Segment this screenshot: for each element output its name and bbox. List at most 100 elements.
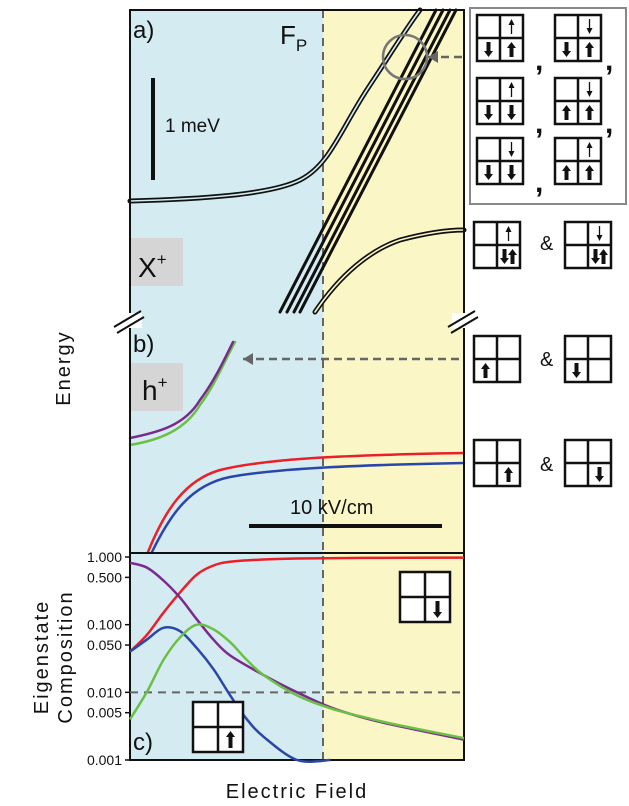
spin-arrow-head bbox=[562, 51, 571, 57]
axis-break-gap-right bbox=[452, 313, 476, 328]
panel-b-label: b) bbox=[133, 331, 154, 358]
ytick-label: 1.000 bbox=[87, 549, 122, 565]
separator-comma: , bbox=[535, 107, 543, 140]
spin-arrow-head bbox=[226, 731, 235, 737]
spin-state-cell bbox=[398, 570, 452, 624]
hole-arrowhead bbox=[243, 353, 253, 365]
axis-break-left-1 bbox=[113, 310, 142, 328]
composition-curve-green bbox=[128, 623, 465, 740]
electric-field-axis-label: Electric Field bbox=[226, 781, 368, 803]
separator-comma: , bbox=[535, 44, 543, 77]
ytick-label: 0.050 bbox=[87, 637, 122, 653]
spin-arrow-head bbox=[596, 235, 603, 241]
spin-state-cell bbox=[472, 334, 522, 384]
spin-arrow-head bbox=[507, 42, 516, 48]
spin-arrow-head bbox=[484, 51, 493, 57]
ampersand: & bbox=[540, 233, 554, 255]
spin-state-diagrams bbox=[191, 13, 613, 754]
composition-axis-label-line1: Eigenstate bbox=[31, 600, 53, 715]
separator-comma: , bbox=[535, 166, 543, 199]
spin-state-cell bbox=[563, 334, 613, 384]
panel-b-curves bbox=[128, 340, 466, 554]
spin-arrow-head bbox=[433, 612, 442, 618]
ampersand: & bbox=[540, 349, 554, 371]
spin-state-cell bbox=[475, 76, 525, 126]
spin-arrow-head bbox=[585, 165, 594, 171]
panel-b-green-curve bbox=[128, 340, 237, 447]
fp-label: FP bbox=[280, 20, 307, 55]
spin-state-cell bbox=[191, 700, 245, 754]
spin-state-cell bbox=[472, 220, 522, 270]
spin-arrow-head bbox=[508, 249, 517, 255]
energy-scale-label: 1 meV bbox=[165, 116, 220, 137]
spin-state-cell bbox=[563, 220, 613, 270]
field-region-right bbox=[323, 10, 464, 760]
panel-b-blue-curve bbox=[150, 461, 466, 554]
composition-axis-label-line2: Composition bbox=[55, 590, 77, 723]
spin-arrow-head bbox=[508, 19, 515, 25]
spin-state-cell bbox=[553, 136, 603, 186]
x-plus-badge-bg bbox=[130, 238, 183, 286]
panel-a-bright-line-4 bbox=[298, 8, 458, 314]
composition-curve-red bbox=[129, 556, 465, 653]
h-plus-badge: h+ bbox=[142, 373, 168, 406]
panel-a-upper-curve-inner bbox=[129, 9, 421, 202]
panel-a-curves bbox=[127, 7, 467, 315]
spin-state-cell bbox=[553, 76, 603, 126]
spin-arrow-head bbox=[507, 114, 516, 120]
ytick-label: 0.500 bbox=[87, 569, 122, 585]
panel-a-bright-line-3 bbox=[292, 8, 452, 314]
spin-arrow-head bbox=[591, 258, 600, 264]
panel-a-lower-curve-inner bbox=[314, 229, 465, 313]
ytick-label: 0.001 bbox=[87, 752, 122, 768]
x-plus-badge: X+ bbox=[138, 250, 167, 283]
spin-arrow-head bbox=[505, 226, 512, 232]
spin-arrow-head bbox=[586, 28, 593, 34]
spin-state-cell bbox=[553, 13, 603, 63]
spin-state-cell bbox=[475, 136, 525, 186]
spin-arrow-head bbox=[586, 91, 593, 97]
spin-arrow-head bbox=[585, 105, 594, 111]
zoom-arrowhead bbox=[428, 51, 438, 63]
field-scale-label: 10 kV/cm bbox=[290, 497, 373, 519]
spin-state-cell bbox=[472, 438, 522, 488]
spin-arrow-head bbox=[599, 249, 608, 255]
spin-arrow-head bbox=[508, 82, 515, 88]
spin-arrow-head bbox=[595, 476, 604, 482]
panel-a-bright-line-2 bbox=[285, 8, 445, 314]
composition-curve-blue bbox=[129, 626, 331, 763]
axis-break-right-2 bbox=[450, 316, 479, 334]
spin-arrow-head bbox=[484, 174, 493, 180]
panel-c-label: c) bbox=[133, 729, 153, 756]
ampersand: & bbox=[540, 454, 554, 476]
panel-b-red-curve bbox=[146, 451, 466, 554]
spin-arrow-head bbox=[562, 165, 571, 171]
spin-arrow-head bbox=[562, 105, 571, 111]
spin-arrow-head bbox=[504, 467, 513, 473]
spin-arrow-head bbox=[572, 372, 581, 378]
panel-a-bright-line-1 bbox=[278, 8, 438, 314]
ytick-label: 0.010 bbox=[87, 684, 122, 700]
panel-a-label: a) bbox=[133, 17, 154, 44]
zoom-circle bbox=[381, 33, 429, 81]
axis-break-gap-left bbox=[118, 313, 142, 328]
spin-state-cell bbox=[475, 13, 525, 63]
panel-c-curves bbox=[128, 556, 465, 763]
spin-arrow-head bbox=[586, 142, 593, 148]
axis-break-right-1 bbox=[447, 310, 476, 328]
spin-state-box bbox=[469, 7, 627, 205]
spin-arrow-head bbox=[481, 363, 490, 369]
panel-b-purple-curve bbox=[128, 340, 235, 440]
energy-axis-label: Energy bbox=[53, 330, 75, 405]
spin-arrow-head bbox=[585, 42, 594, 48]
spin-arrow-head bbox=[507, 174, 516, 180]
ytick-label: 0.005 bbox=[87, 705, 122, 721]
spin-state-cell bbox=[563, 438, 613, 488]
panel-c-yticks: 1.000 0.500 0.100 0.050 0.010 0.005 0.001 bbox=[87, 549, 130, 768]
separator-comma: , bbox=[605, 44, 613, 77]
axis-break-left-2 bbox=[116, 316, 145, 334]
spin-arrow-head bbox=[484, 114, 493, 120]
h-plus-badge-bg bbox=[130, 363, 183, 411]
ytick-label: 0.100 bbox=[87, 617, 122, 633]
